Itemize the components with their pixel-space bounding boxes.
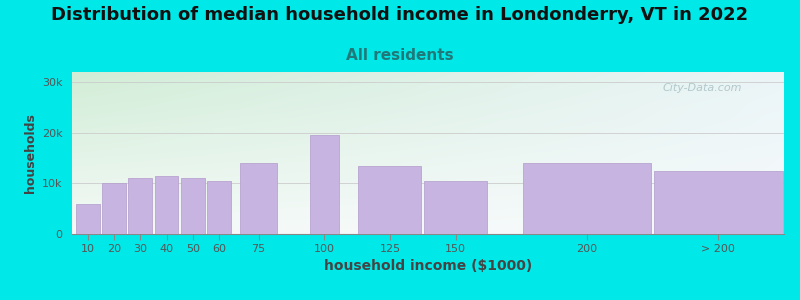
Bar xyxy=(181,178,205,234)
Bar xyxy=(522,163,651,234)
Bar xyxy=(654,171,782,234)
Text: City-Data.com: City-Data.com xyxy=(663,83,742,93)
Text: All residents: All residents xyxy=(346,48,454,63)
Y-axis label: households: households xyxy=(25,113,38,193)
Bar xyxy=(129,178,152,234)
Bar xyxy=(154,176,178,234)
X-axis label: household income ($1000): household income ($1000) xyxy=(324,259,532,273)
Bar xyxy=(102,183,126,234)
Text: Distribution of median household income in Londonderry, VT in 2022: Distribution of median household income … xyxy=(51,6,749,24)
Bar xyxy=(310,135,338,234)
Bar xyxy=(240,163,277,234)
Bar xyxy=(76,204,99,234)
Bar xyxy=(207,181,231,234)
Bar xyxy=(358,166,422,234)
Bar xyxy=(424,181,487,234)
